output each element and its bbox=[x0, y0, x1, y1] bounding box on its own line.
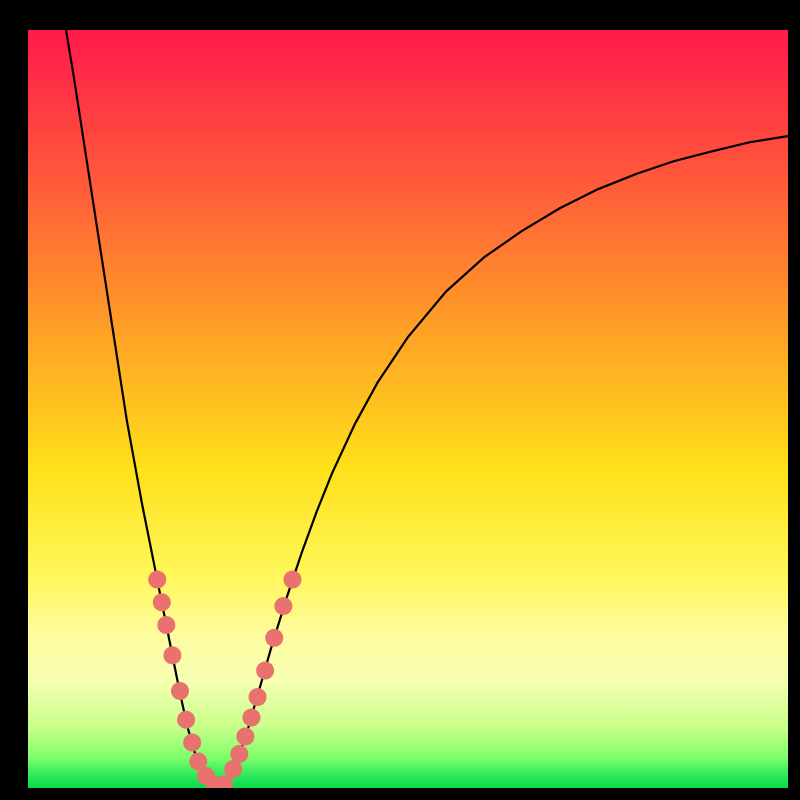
data-marker bbox=[274, 597, 292, 615]
frame-bottom bbox=[0, 788, 800, 800]
data-marker bbox=[148, 571, 166, 589]
data-marker bbox=[163, 646, 181, 664]
data-marker bbox=[230, 745, 248, 763]
data-marker bbox=[157, 616, 175, 634]
plot-area bbox=[28, 30, 788, 788]
data-marker bbox=[265, 629, 283, 647]
frame-top bbox=[0, 0, 800, 30]
data-marker bbox=[256, 662, 274, 680]
data-marker bbox=[283, 571, 301, 589]
frame-left bbox=[0, 0, 28, 800]
gradient-background bbox=[28, 30, 788, 788]
data-marker bbox=[236, 727, 254, 745]
data-marker bbox=[171, 682, 189, 700]
chart-svg bbox=[28, 30, 788, 788]
data-marker bbox=[249, 688, 267, 706]
data-marker bbox=[177, 711, 195, 729]
frame-right bbox=[788, 0, 800, 800]
data-marker bbox=[242, 709, 260, 727]
data-marker bbox=[153, 593, 171, 611]
data-marker bbox=[183, 734, 201, 752]
